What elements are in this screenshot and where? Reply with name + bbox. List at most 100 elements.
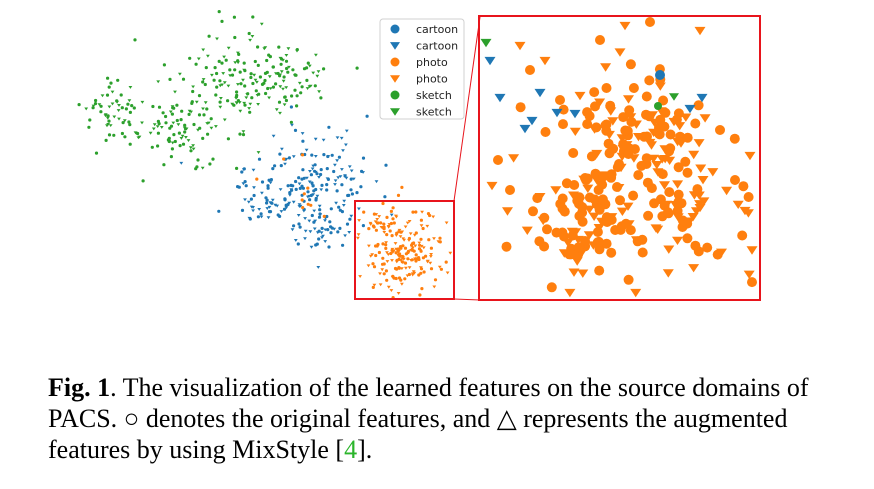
cartoon-point-aug bbox=[320, 236, 324, 240]
cartoon-point-aug bbox=[291, 200, 296, 204]
legend-marker-photo-aug bbox=[390, 75, 400, 83]
cartoon-point bbox=[336, 230, 340, 234]
sketch-point bbox=[235, 166, 239, 170]
photo-point-aug bbox=[380, 268, 385, 272]
sketch-point bbox=[77, 103, 81, 107]
sketch-point-aug bbox=[155, 125, 160, 128]
sketch-point-aug bbox=[200, 166, 205, 170]
photo-point-aug bbox=[397, 228, 402, 232]
cartoon-point bbox=[267, 210, 272, 214]
figure-caption: Fig. 1. The visualization of the learned… bbox=[48, 372, 838, 465]
cartoon-point-aug bbox=[251, 209, 255, 213]
photo-point-aug bbox=[429, 255, 433, 258]
citation-link[interactable]: 4 bbox=[344, 435, 358, 464]
photo-point-aug bbox=[622, 202, 634, 211]
photo-point-aug bbox=[648, 128, 660, 137]
sketch-point bbox=[179, 118, 183, 122]
photo-point-aug bbox=[373, 220, 378, 224]
photo-point bbox=[301, 206, 305, 210]
sketch-point-aug bbox=[248, 102, 253, 106]
zoom-connector-bottom bbox=[453, 298, 481, 301]
sketch-point bbox=[107, 119, 111, 123]
sketch-point-aug bbox=[245, 93, 250, 96]
photo-point bbox=[680, 156, 691, 167]
inset-scatter bbox=[480, 17, 758, 298]
sketch-point-aug bbox=[287, 65, 291, 69]
photo-point bbox=[565, 249, 576, 260]
cartoon-point bbox=[341, 243, 345, 247]
sketch-point-aug bbox=[108, 124, 113, 127]
legend-label-photo: photo bbox=[416, 73, 448, 86]
photo-point-aug bbox=[591, 149, 603, 159]
photo-point bbox=[642, 131, 652, 142]
photo-point bbox=[379, 221, 383, 225]
cartoon-point-aug bbox=[315, 194, 320, 198]
sketch-point-aug bbox=[209, 126, 214, 130]
sketch-point bbox=[128, 142, 132, 146]
sketch-point-aug bbox=[170, 105, 175, 109]
sketch-point bbox=[276, 71, 280, 76]
cartoon-point bbox=[326, 154, 330, 159]
legend-label-sketch: sketch bbox=[416, 89, 452, 102]
photo-point bbox=[540, 127, 551, 137]
photo-point-aug bbox=[378, 272, 382, 276]
cartoon-point-aug bbox=[696, 93, 708, 103]
cartoon-point-aug bbox=[283, 162, 287, 166]
photo-point bbox=[391, 206, 395, 210]
sketch-point bbox=[132, 106, 136, 110]
photo-point bbox=[671, 114, 682, 125]
cartoon-point-aug bbox=[333, 183, 337, 186]
photo-point bbox=[389, 251, 393, 256]
cartoon-point-aug bbox=[310, 167, 315, 171]
photo-point bbox=[649, 198, 660, 209]
sketch-point-aug bbox=[176, 123, 181, 127]
cartoon-point-aug bbox=[312, 227, 317, 231]
photo-point-aug bbox=[368, 254, 373, 258]
cartoon-point bbox=[343, 174, 347, 178]
photo-point bbox=[427, 238, 431, 242]
sketch-point-aug bbox=[311, 71, 316, 75]
sketch-point bbox=[250, 96, 254, 100]
sketch-point bbox=[238, 132, 242, 136]
photo-point-aug bbox=[537, 216, 549, 226]
photo-point-aug bbox=[663, 245, 675, 254]
photo-point bbox=[641, 109, 651, 120]
photo-point bbox=[384, 246, 388, 250]
sketch-point bbox=[218, 100, 222, 104]
sketch-point-aug bbox=[170, 141, 175, 145]
photo-point-aug bbox=[672, 180, 684, 189]
photo-point bbox=[372, 212, 376, 216]
sketch-point bbox=[156, 144, 160, 148]
cartoon-point bbox=[273, 164, 277, 168]
sketch-point-aug bbox=[201, 48, 206, 52]
sketch-point bbox=[217, 10, 221, 14]
photo-point bbox=[664, 187, 675, 198]
photo-point bbox=[397, 266, 401, 270]
photo-point bbox=[665, 129, 676, 140]
photo-point bbox=[555, 95, 565, 105]
sketch-point bbox=[247, 31, 251, 36]
photo-point-aug bbox=[664, 156, 676, 165]
photo-point-aug bbox=[571, 257, 583, 266]
photo-point bbox=[420, 287, 424, 291]
sketch-point-aug bbox=[91, 104, 96, 108]
photo-point bbox=[414, 257, 418, 261]
cartoon-point-aug bbox=[309, 245, 314, 249]
sketch-point bbox=[322, 67, 326, 71]
photo-point-aug bbox=[739, 206, 751, 216]
photo-point-aug bbox=[429, 253, 433, 256]
sketch-point-aug bbox=[259, 22, 264, 26]
legend-frame bbox=[379, 18, 465, 120]
sketch-point-aug bbox=[220, 83, 224, 87]
sketch-point-aug bbox=[128, 86, 133, 89]
sketch-point bbox=[249, 75, 253, 80]
cartoon-point bbox=[318, 208, 322, 212]
cartoon-point bbox=[240, 208, 245, 212]
photo-point bbox=[715, 125, 725, 135]
sketch-point bbox=[168, 126, 172, 130]
cartoon-point-aug bbox=[361, 171, 365, 174]
photo-point-aug bbox=[514, 41, 526, 51]
photo-point-aug bbox=[672, 137, 684, 147]
photo-point bbox=[410, 243, 414, 247]
photo-point-aug bbox=[569, 127, 581, 136]
